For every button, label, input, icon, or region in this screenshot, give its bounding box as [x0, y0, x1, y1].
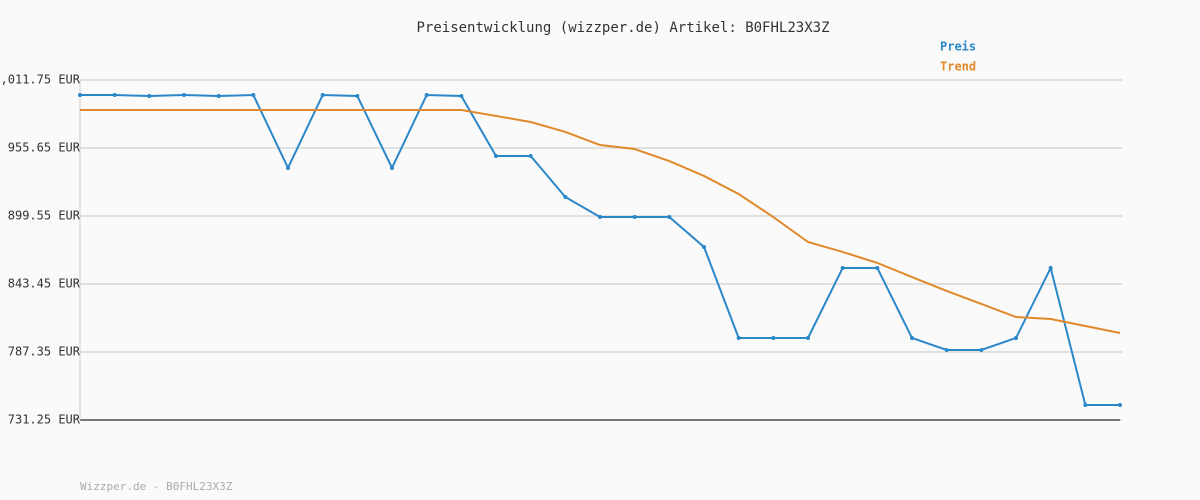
- point: [251, 92, 256, 97]
- point: [806, 336, 810, 340]
- point: [112, 92, 117, 97]
- point: [736, 336, 741, 340]
- point: [390, 165, 394, 170]
- legend-entry: Trend: [940, 60, 976, 74]
- point: [78, 92, 82, 97]
- point: [320, 92, 325, 97]
- footer: Wizzper.de - B0FHL23X3Z: [80, 480, 233, 493]
- point: [632, 215, 637, 220]
- point: [494, 154, 498, 158]
- point: [771, 336, 776, 340]
- point: [424, 92, 429, 97]
- point: [840, 265, 845, 270]
- y-tick-label: 955.65 EUR: [8, 141, 81, 155]
- point: [147, 93, 152, 98]
- point: [286, 165, 290, 170]
- point: [563, 195, 568, 200]
- point: [1118, 403, 1122, 408]
- point: [355, 93, 360, 98]
- y-tick-label: 731.25 EUR: [8, 413, 81, 427]
- point: [182, 92, 186, 97]
- y-tick-label: 787.35 EUR: [8, 345, 81, 359]
- y-tick-label: 1,011.75 EUR: [0, 73, 81, 87]
- point: [1083, 403, 1088, 408]
- point: [1014, 336, 1018, 340]
- point: [216, 93, 221, 98]
- point: [702, 244, 706, 249]
- legend-entry: Preis: [940, 40, 976, 54]
- point: [459, 93, 464, 98]
- point: [944, 348, 949, 352]
- point: [1048, 265, 1053, 270]
- point: [979, 348, 984, 352]
- series-line: [80, 109, 1121, 335]
- point: [875, 265, 880, 270]
- y-tick-label: 899.55 EUR: [8, 209, 81, 223]
- point: [667, 215, 672, 220]
- point: [910, 336, 914, 340]
- y-tick-label: 843.45 EUR: [8, 277, 81, 291]
- chart-title: Preisentwicklung (wizzper.de) Artikel: B…: [416, 20, 829, 36]
- point: [528, 154, 533, 158]
- point: [598, 215, 602, 220]
